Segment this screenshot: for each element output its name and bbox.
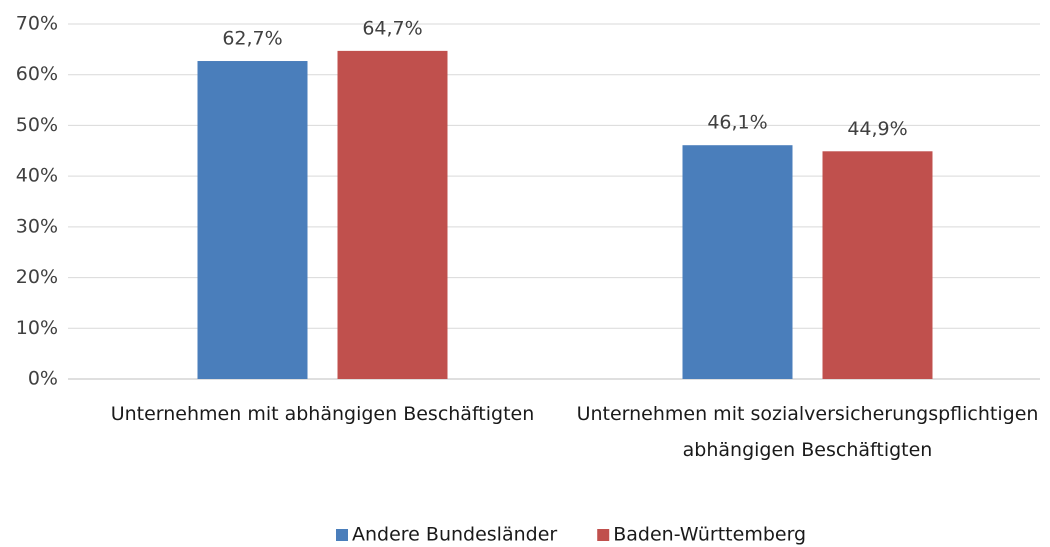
y-tick-label: 30%: [16, 215, 58, 237]
y-tick-label: 50%: [16, 114, 58, 136]
x-tick-label: Unternehmen mit sozialversicherungspflic…: [576, 403, 1039, 461]
y-tick-label: 20%: [16, 266, 58, 288]
y-tick-label: 70%: [16, 13, 58, 35]
legend-marker: [597, 529, 610, 541]
bar: [337, 50, 448, 379]
y-tick-label: 60%: [16, 63, 58, 85]
y-tick-label: 40%: [16, 165, 58, 187]
y-tick-label: 10%: [16, 317, 58, 339]
data-label: 64,7%: [362, 17, 422, 39]
x-tick-label: Unternehmen mit abhängigen Beschäftigten: [110, 403, 535, 425]
data-label: 44,9%: [847, 118, 907, 140]
data-label: 46,1%: [707, 112, 767, 134]
legend-label: Baden-Württemberg: [613, 524, 806, 546]
y-tick-label: 0%: [28, 368, 58, 390]
legend-label: Andere Bundesländer: [352, 524, 557, 546]
bar: [197, 61, 308, 380]
bar: [682, 145, 793, 379]
bar: [822, 151, 933, 379]
data-label: 62,7%: [222, 28, 282, 50]
legend-marker: [336, 529, 348, 541]
